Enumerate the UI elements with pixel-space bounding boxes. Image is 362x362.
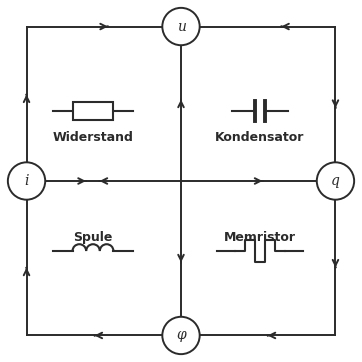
Circle shape xyxy=(162,317,200,354)
Text: u: u xyxy=(177,20,185,34)
Text: φ: φ xyxy=(176,328,186,342)
Circle shape xyxy=(317,162,354,200)
Circle shape xyxy=(162,8,200,45)
Circle shape xyxy=(8,162,45,200)
Text: Memristor: Memristor xyxy=(224,231,296,244)
Text: Spule: Spule xyxy=(73,231,113,244)
Text: i: i xyxy=(24,174,29,188)
Bar xyxy=(73,102,113,119)
Text: Widerstand: Widerstand xyxy=(52,131,134,144)
Text: q: q xyxy=(331,174,340,188)
Text: Kondensator: Kondensator xyxy=(215,131,305,144)
